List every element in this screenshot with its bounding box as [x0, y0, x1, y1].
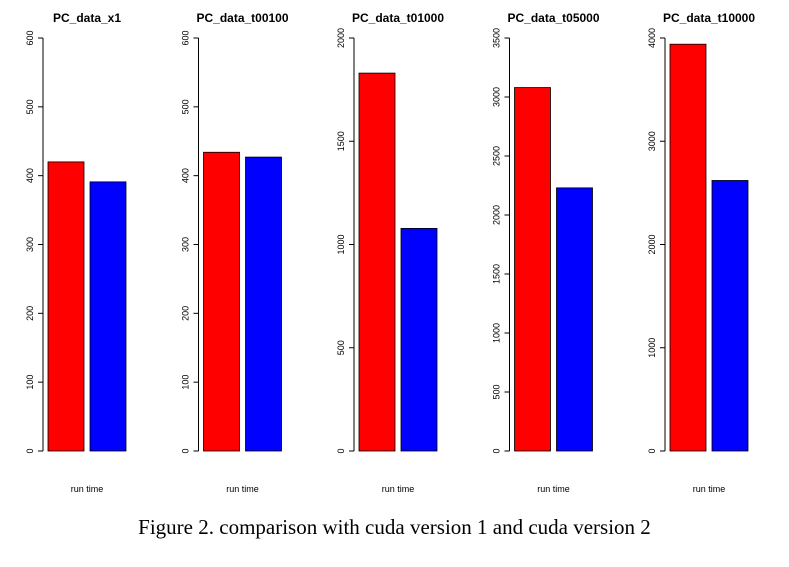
- y-tick-label: 3000: [647, 131, 657, 151]
- y-tick-label: 2000: [647, 234, 657, 254]
- chart-panel-1: PC_data_x1 0 100 200 300 400 500 600 run time: [25, 11, 127, 494]
- y-tick-label: 400: [181, 168, 191, 183]
- y-tick-label: 0: [336, 448, 346, 453]
- y-tick-label: 2000: [492, 205, 502, 225]
- y-tick-label: 0: [647, 448, 657, 453]
- panel-title: PC_data_t10000: [663, 11, 755, 25]
- y-tick-label: 300: [25, 237, 35, 252]
- panel-title: PC_data_t05000: [507, 11, 599, 25]
- y-tick-label: 500: [492, 384, 502, 399]
- bar-1: [514, 87, 551, 452]
- y-tick-label: 0: [25, 448, 35, 453]
- figure-caption: Figure 2. comparison with cuda version 1…: [138, 515, 651, 539]
- y-tick-label: 2000: [336, 28, 346, 48]
- y-tick-label: 1000: [647, 338, 657, 358]
- y-tick-label: 2500: [492, 146, 502, 166]
- panel-title: PC_data_x1: [53, 11, 121, 25]
- x-axis-label: run time: [226, 484, 259, 494]
- y-tick-label: 3500: [492, 28, 502, 48]
- y-tick-label: 500: [336, 340, 346, 355]
- y-tick-label: 500: [25, 99, 35, 114]
- chart-panel-5: PC_data_t10000 0 1000 2000 3000 4000 run time: [647, 11, 755, 494]
- y-tick-label: 200: [25, 306, 35, 321]
- x-axis-label: run time: [71, 484, 104, 494]
- panel-title: PC_data_t01000: [352, 11, 444, 25]
- y-tick-label: 400: [25, 168, 35, 183]
- x-axis-label: run time: [537, 484, 570, 494]
- chart-panel-2: PC_data_t00100 0 100 200 300 400 500 600 run tim…: [181, 11, 289, 494]
- chart-panel-3: PC_data_t01000 0 500 1000 1500 2000 run time: [336, 11, 444, 494]
- y-tick-label: 100: [25, 375, 35, 390]
- y-tick-label: 0: [492, 448, 502, 453]
- bar-2: [556, 187, 593, 452]
- bar-1: [47, 161, 85, 452]
- bar-1: [669, 43, 707, 452]
- bar-2: [711, 180, 749, 452]
- y-tick-label: 0: [181, 448, 191, 453]
- y-tick-label: 300: [181, 237, 191, 252]
- bar-2: [400, 227, 438, 452]
- panel-title: PC_data_t00100: [196, 11, 288, 25]
- y-tick-label: 500: [181, 99, 191, 114]
- y-tick-label: 3000: [492, 87, 502, 107]
- chart-panel-4: PC_data_t05000 0 500 1000 1500 2000 2500 3000 35…: [492, 11, 600, 494]
- bar-2: [245, 156, 282, 452]
- y-tick-label: 4000: [647, 28, 657, 48]
- bar-2: [89, 181, 127, 452]
- y-tick-label: 1500: [336, 131, 346, 151]
- y-tick-label: 1000: [492, 323, 502, 343]
- x-axis-label: run time: [693, 484, 726, 494]
- x-axis-label: run time: [382, 484, 415, 494]
- bar-1: [358, 72, 396, 452]
- y-tick-label: 1500: [492, 264, 502, 284]
- y-tick-label: 200: [181, 306, 191, 321]
- y-tick-label: 600: [181, 30, 191, 45]
- y-tick-label: 1000: [336, 234, 346, 254]
- y-tick-label: 100: [181, 375, 191, 390]
- bar-1: [203, 151, 240, 452]
- y-tick-label: 600: [25, 30, 35, 45]
